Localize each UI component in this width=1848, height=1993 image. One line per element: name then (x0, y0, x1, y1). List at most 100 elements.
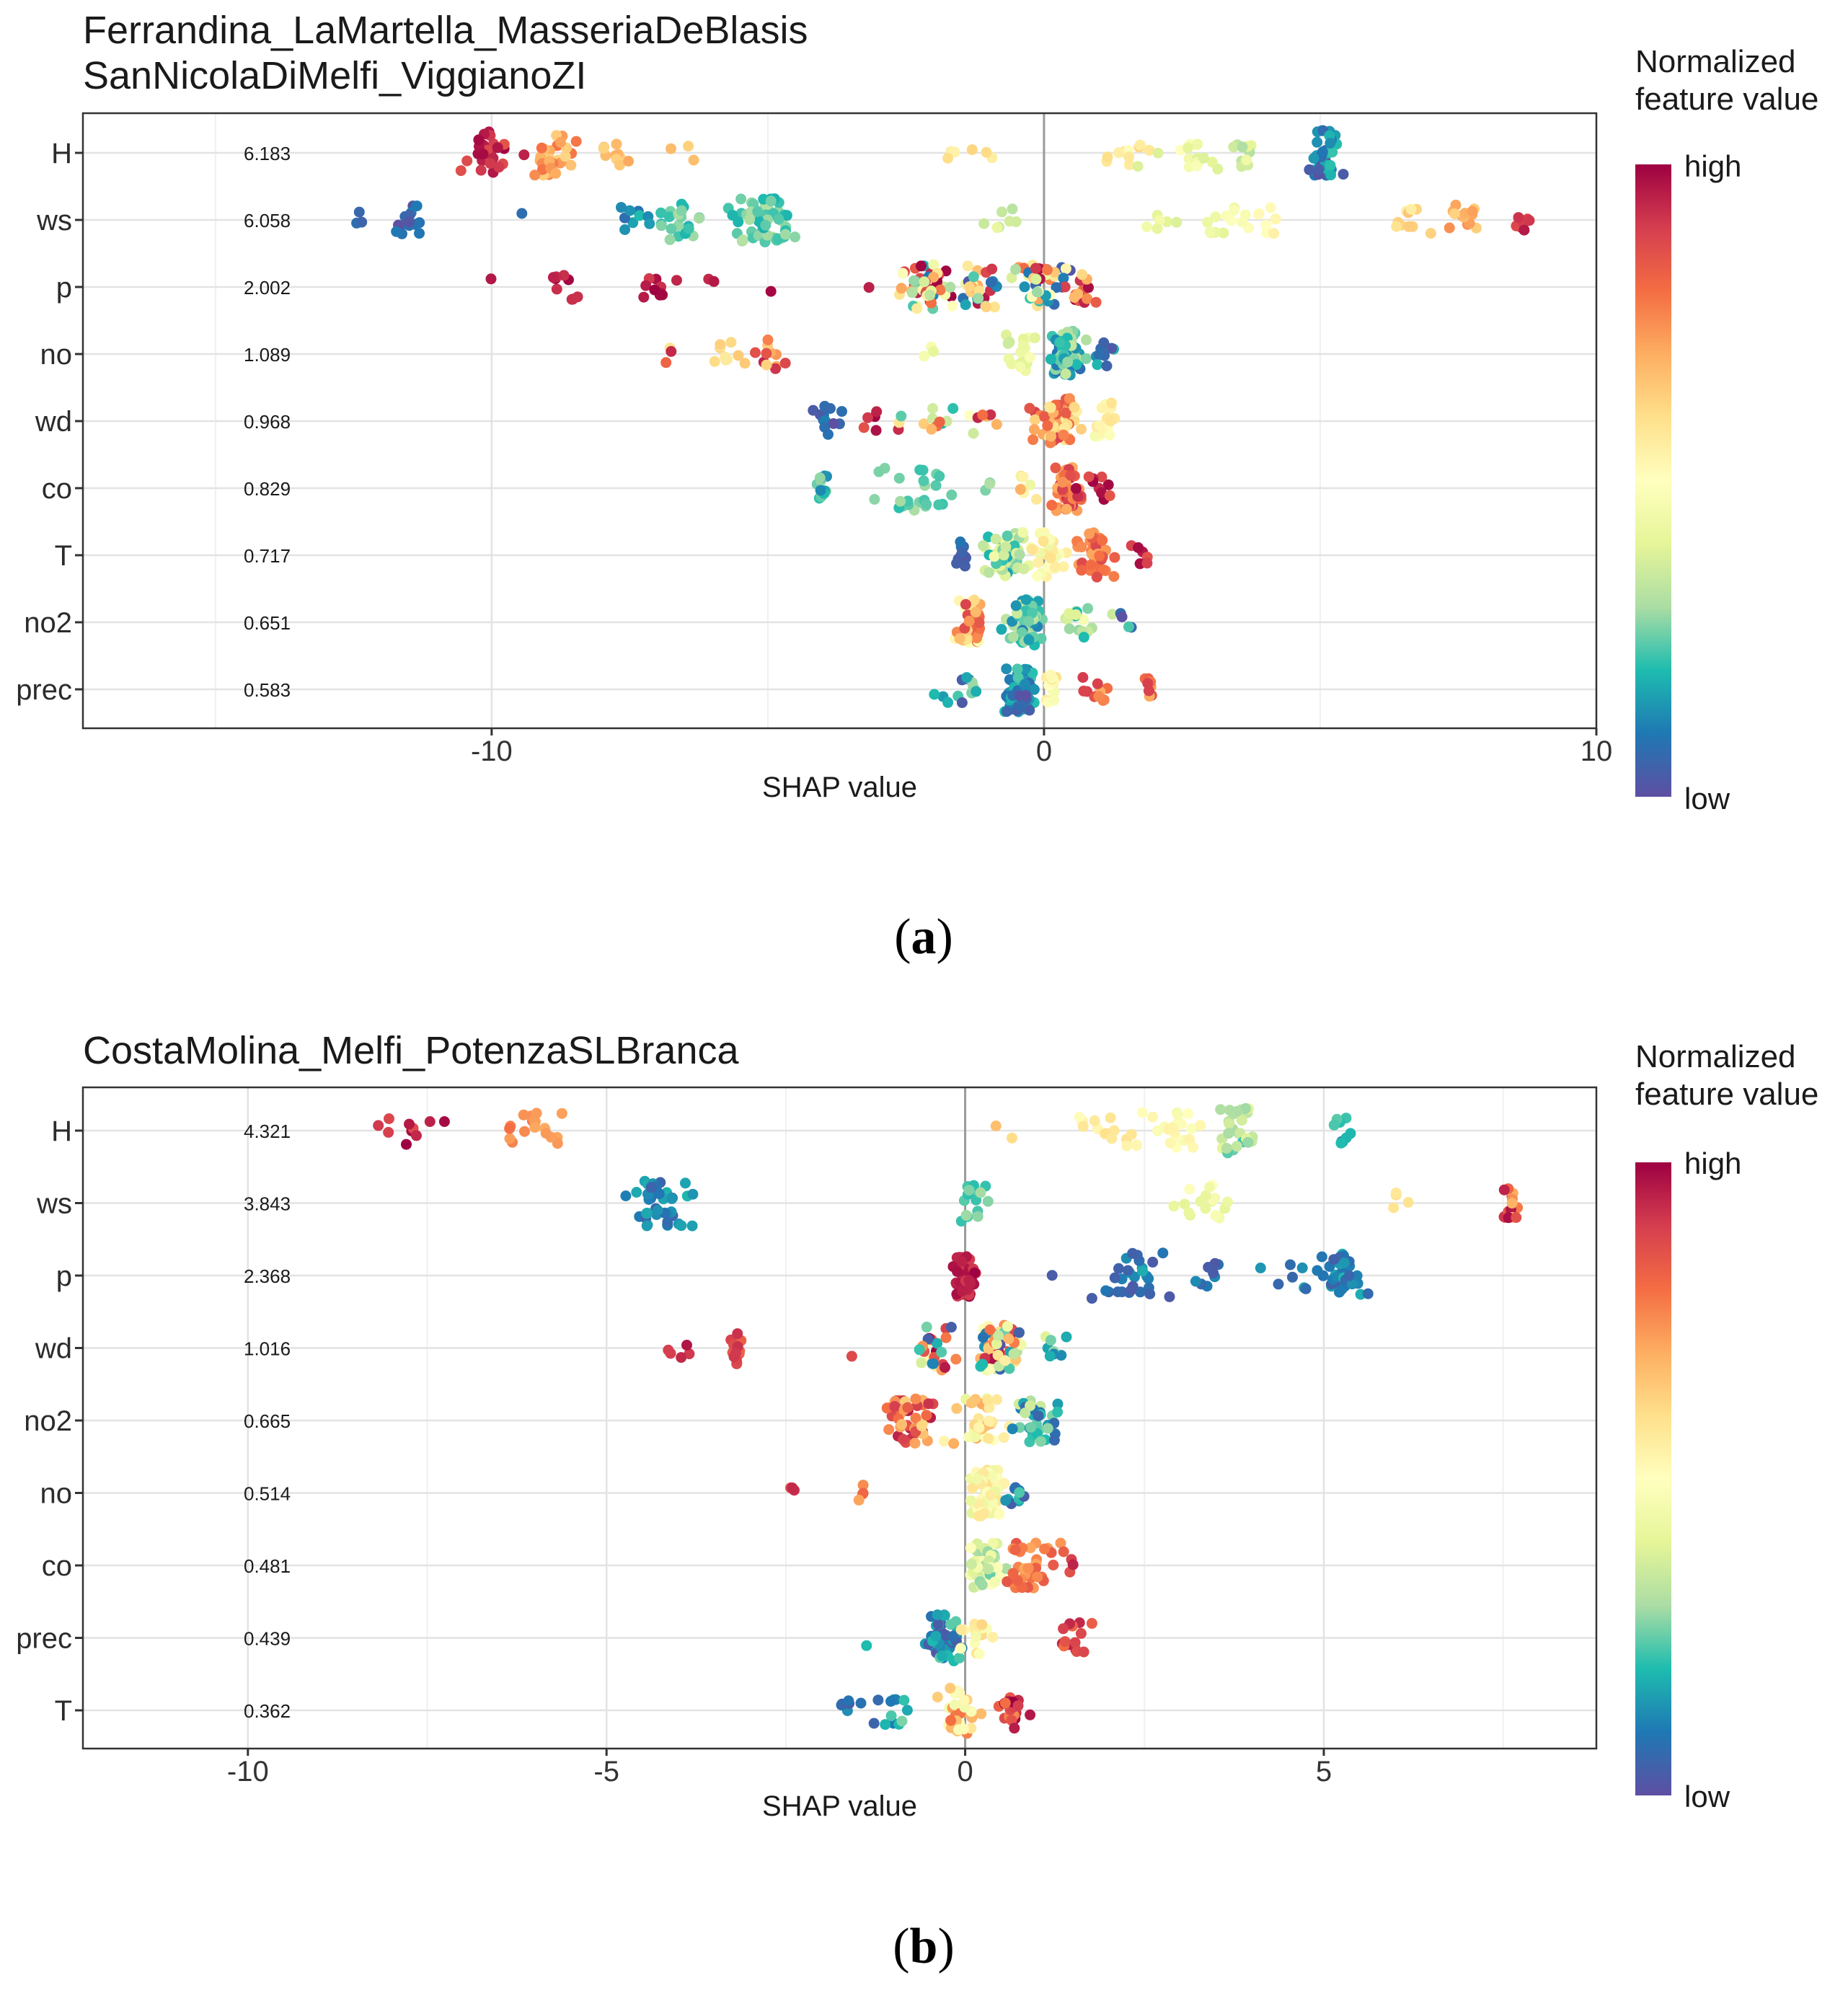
shap-point-wd (992, 1330, 1004, 1341)
shap-point-no (1060, 368, 1071, 379)
shap-point-H (473, 134, 485, 146)
feature-label: prec (16, 674, 72, 706)
shap-point-ws (642, 1207, 653, 1219)
feature-importance-label: 2.368 (244, 1265, 291, 1287)
shap-point-H (404, 1118, 415, 1130)
shap-point-ws (781, 210, 792, 221)
shap-point-no2 (1052, 1406, 1064, 1418)
shap-point-H (1224, 1118, 1235, 1129)
shap-point-p (924, 289, 936, 301)
shap-point-ws (1210, 1210, 1221, 1221)
shap-point-p (947, 301, 958, 311)
shap-point-wd (991, 419, 1002, 430)
shap-point-T (880, 1719, 891, 1731)
shap-point-H (554, 136, 566, 148)
shap-point-prec (987, 1632, 999, 1643)
shap-point-p (963, 281, 975, 293)
shap-point-no (1092, 359, 1103, 371)
shap-point-p (1334, 1286, 1345, 1297)
shap-point-T (901, 1705, 913, 1716)
shap-point-p (962, 260, 973, 272)
shap-point-co (1032, 1571, 1043, 1583)
shap-point-p (960, 299, 971, 311)
shap-point-no (1071, 359, 1082, 370)
shap-point-ws (655, 207, 667, 218)
shap-point-T (1012, 1700, 1024, 1712)
chart-title-line: Ferrandina_LaMartella_MasseriaDeBlasis (83, 9, 808, 52)
shap-point-T (1091, 571, 1102, 583)
shap-point-co (893, 472, 905, 484)
shap-point-H (461, 155, 473, 167)
shap-point-H (1132, 161, 1144, 172)
legend-high-label: high (1684, 149, 1741, 183)
shap-point-wd (1042, 420, 1053, 431)
shap-point-ws (411, 200, 423, 212)
shap-point-p (1157, 1247, 1169, 1259)
shap-point-H (477, 149, 489, 160)
shap-point-wd (846, 1351, 857, 1362)
shap-point-T (949, 1699, 960, 1710)
shap-point-prec (961, 672, 973, 684)
legend-low-label: low (1684, 782, 1730, 816)
shap-point-ws (1200, 1203, 1211, 1214)
shap-point-wd (1106, 397, 1118, 409)
shap-point-ws (738, 234, 749, 246)
shap-point-no2 (998, 1432, 1009, 1444)
shap-point-prec (970, 1630, 981, 1642)
shap-point-wd (947, 403, 959, 414)
shap-point-ws (1388, 1202, 1400, 1214)
shap-point-prec (937, 1650, 947, 1661)
shap-point-no2 (1025, 1422, 1037, 1433)
shap-point-wd (858, 422, 870, 433)
shap-point-p (1273, 1278, 1284, 1290)
shap-point-p (1030, 273, 1042, 285)
shap-point-wd (1060, 407, 1071, 418)
shap-point-no2 (951, 1402, 963, 1414)
shap-point-p (1255, 1263, 1266, 1273)
shap-point-p (1296, 1262, 1308, 1273)
shap-point-wd (978, 1332, 989, 1343)
shap-point-wd (1039, 411, 1051, 423)
shap-point-H (536, 142, 547, 154)
shap-point-co (1039, 1543, 1051, 1555)
shap-point-no (971, 1473, 983, 1485)
shap-point-no2 (983, 1415, 995, 1427)
shap-point-wd (964, 410, 976, 421)
shap-point-T (1094, 550, 1105, 562)
shap-point-co (1096, 472, 1108, 482)
shap-point-H (623, 156, 635, 167)
shap-point-no (1062, 356, 1074, 368)
shap-point-H (1123, 159, 1135, 170)
shap-point-ws (1200, 1190, 1211, 1201)
shap-point-co (1058, 1546, 1069, 1557)
shap-point-no (1002, 337, 1014, 349)
shap-point-p (911, 303, 923, 314)
shap-point-p (485, 273, 497, 285)
shap-point-p (1069, 292, 1080, 303)
shap-point-H (1172, 1109, 1184, 1121)
shap-point-H (518, 149, 530, 161)
shap-point-T (976, 1708, 987, 1720)
shap-point-wd (663, 1344, 674, 1356)
shap-point-wd (914, 1344, 925, 1356)
shap-point-p (1083, 282, 1094, 293)
feature-importance-label: 0.717 (244, 545, 291, 567)
shap-point-H (531, 1108, 542, 1119)
shap-point-no2 (1007, 1423, 1018, 1435)
beeswarm-points (373, 1102, 1524, 1739)
shap-point-no (994, 1508, 1005, 1520)
shap-point-ws (1168, 1201, 1180, 1212)
shap-point-co (1104, 490, 1115, 501)
shap-point-no2 (938, 1436, 950, 1447)
shap-point-ws (1390, 1188, 1402, 1198)
shap-point-co (976, 1579, 988, 1591)
shap-point-p (1287, 1271, 1298, 1283)
shap-point-p (934, 284, 946, 296)
shap-point-co (1009, 1545, 1021, 1555)
shap-point-p (989, 301, 1000, 313)
shap-point-H (1338, 169, 1349, 180)
shap-point-wd (918, 418, 929, 430)
shap-point-H (1121, 1140, 1133, 1152)
